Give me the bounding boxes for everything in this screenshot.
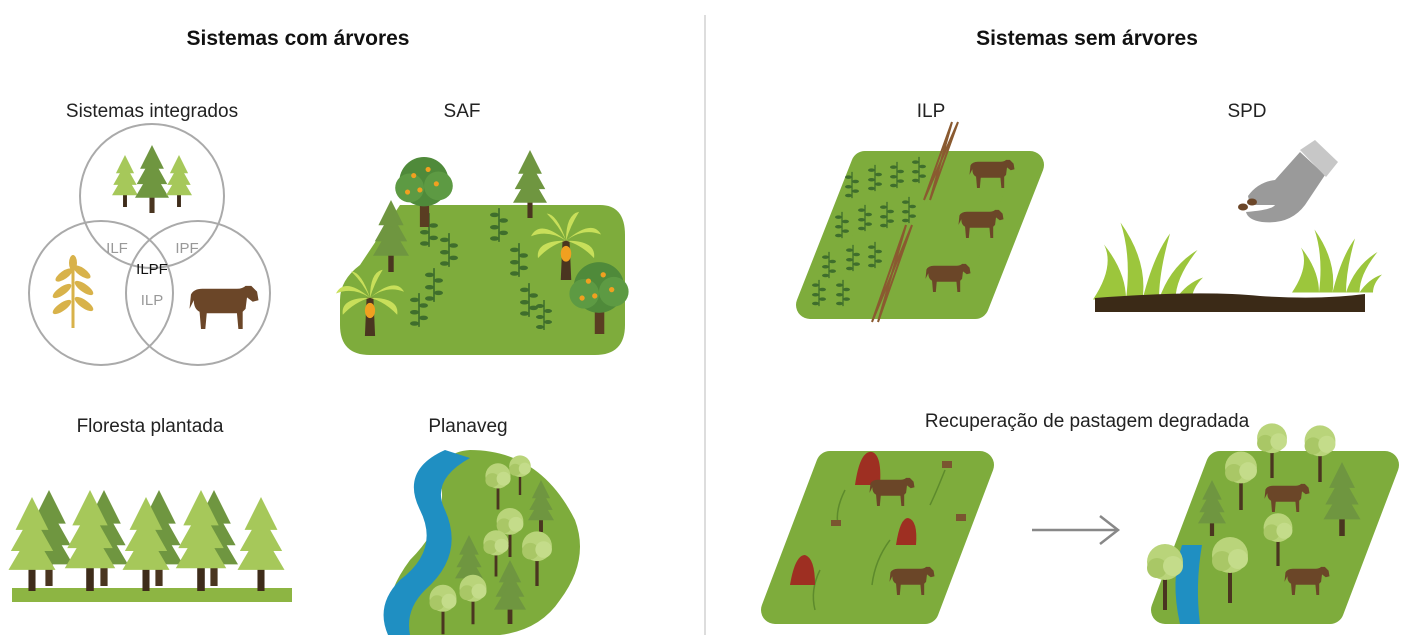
- item-label: SAF: [444, 101, 481, 122]
- spd-illustration: [1093, 140, 1382, 312]
- venn-label: ILF: [106, 240, 128, 257]
- section-title: Sistemas com árvores: [187, 27, 410, 50]
- planaveg-illustration: [384, 450, 580, 635]
- section-title: Sistemas sem árvores: [976, 27, 1198, 50]
- degraded-pasture: [775, 452, 980, 610]
- forest-illustration-part: [238, 497, 285, 591]
- item-label: SPD: [1227, 101, 1266, 122]
- venn-icons-part-part: [73, 278, 96, 297]
- item-label: Planaveg: [428, 416, 507, 437]
- item-label: ILP: [917, 101, 946, 122]
- degraded-pasture-part-part: [956, 514, 966, 521]
- spd-illustration-part: [1292, 230, 1382, 293]
- forest-illustration: [9, 490, 293, 602]
- venn-icons-part-part: [73, 294, 96, 313]
- item-label: Floresta plantada: [77, 416, 224, 437]
- forest-illustration-part: [12, 588, 292, 602]
- venn-icons-part: [190, 286, 259, 329]
- spd-illustration-part: [1247, 199, 1257, 206]
- restored-pasture: [1147, 423, 1385, 624]
- spd-illustration-part: [1093, 223, 1203, 300]
- arrow: [1032, 516, 1118, 544]
- venn-label: ILP: [141, 292, 164, 309]
- saf-illustration: [336, 150, 629, 355]
- item-label: Recuperação de pastagem degradada: [925, 411, 1250, 432]
- degraded-pasture-part-part: [942, 461, 952, 468]
- item-label: Sistemas integrados: [66, 101, 238, 122]
- infographic: Sistemas com árvores Sistemas sem árvore…: [0, 0, 1405, 639]
- venn-label: ILPF: [136, 261, 168, 278]
- spd-illustration-part: [1238, 204, 1248, 211]
- venn-icons-part: [112, 155, 138, 207]
- ilp-illustration: [810, 122, 1030, 322]
- venn-icons-part-part: [51, 297, 74, 316]
- venn-icons-part-part: [51, 281, 74, 300]
- spd-illustration-part: [1095, 293, 1365, 312]
- venn-icons-part: [135, 145, 169, 213]
- venn-label: IPF: [175, 240, 198, 257]
- venn-icons-part-part: [69, 255, 77, 271]
- degraded-pasture-part-part: [831, 520, 841, 526]
- venn-icons-part: [166, 155, 192, 207]
